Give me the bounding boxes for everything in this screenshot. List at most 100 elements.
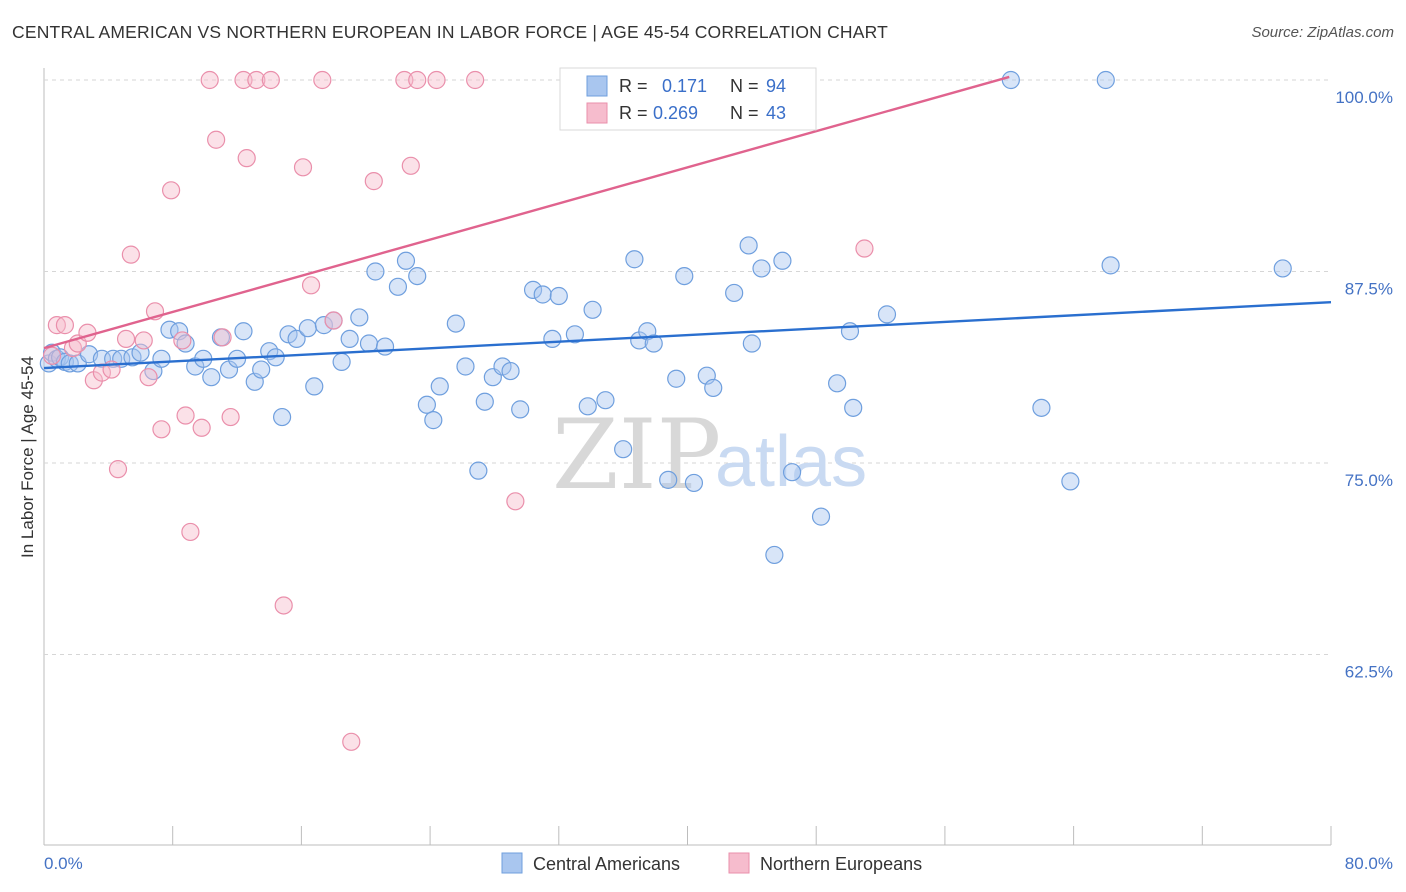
legend-swatch-northern-europeans xyxy=(728,852,750,874)
northern-europeans-trend-line xyxy=(43,75,1010,350)
central-american-point xyxy=(533,285,552,304)
northern-european-point xyxy=(108,460,128,479)
central-american-point xyxy=(396,251,416,270)
central-american-point xyxy=(782,463,802,482)
central-americans-trend-line xyxy=(43,300,1332,370)
central-american-point xyxy=(176,334,195,353)
central-american-point xyxy=(332,352,351,371)
central-american-point xyxy=(366,262,385,281)
northern-european-point xyxy=(301,276,321,295)
y-tick-labels: 62.5% 75.0% 87.5% 100.0% xyxy=(1335,88,1393,682)
legend-n-label-blue: N = xyxy=(730,76,759,96)
central-american-point xyxy=(1001,70,1020,90)
central-american-point xyxy=(739,236,758,255)
northern-european-point xyxy=(401,156,420,175)
northern-european-point xyxy=(247,70,266,90)
northern-european-point xyxy=(395,70,414,90)
northern-european-point xyxy=(364,172,383,191)
central-american-point xyxy=(578,397,597,416)
northern-europeans-points xyxy=(42,70,874,751)
northern-european-point xyxy=(116,329,136,349)
central-american-point xyxy=(1061,472,1080,491)
central-american-point xyxy=(844,398,863,417)
y-axis-label: In Labor Force | Age 45-54 xyxy=(18,356,37,558)
central-american-point xyxy=(523,280,543,299)
northern-european-point xyxy=(466,70,485,90)
central-american-point xyxy=(675,266,694,286)
central-american-point xyxy=(877,305,897,324)
y-tick-label: 75.0% xyxy=(1345,471,1393,490)
central-american-point xyxy=(388,277,408,296)
northern-european-point xyxy=(55,316,75,335)
central-american-point xyxy=(828,374,847,393)
northern-european-point xyxy=(221,407,240,427)
x-tick-label-min: 0.0% xyxy=(44,854,83,873)
central-american-point xyxy=(549,286,568,306)
central-american-point xyxy=(1101,256,1120,275)
central-american-point xyxy=(340,329,359,349)
stats-legend: R = 0.171 N = 94 R = 0.269 N = 43 xyxy=(559,67,817,131)
central-american-point xyxy=(252,360,271,379)
northern-european-point xyxy=(161,181,181,200)
y-tick-label: 62.5% xyxy=(1345,663,1393,682)
chart-title: CENTRAL AMERICAN VS NORTHERN EUROPEAN IN… xyxy=(12,22,889,42)
central-american-point xyxy=(287,329,306,349)
northern-european-point xyxy=(237,149,256,168)
northern-european-point xyxy=(261,70,280,90)
legend-swatch-pink xyxy=(586,102,608,124)
northern-european-point xyxy=(427,70,446,90)
central-american-point xyxy=(501,361,520,381)
central-american-point xyxy=(314,316,334,335)
y-tick-label: 87.5% xyxy=(1345,280,1393,299)
central-american-point xyxy=(375,337,395,356)
central-american-point xyxy=(305,377,324,396)
central-american-point xyxy=(659,470,678,489)
series-legend: Central Americans Northern Europeans xyxy=(501,852,922,874)
northern-european-point xyxy=(181,522,200,542)
central-american-point xyxy=(469,461,488,480)
northern-european-point xyxy=(313,70,332,90)
northern-european-point xyxy=(324,311,343,330)
central-american-point xyxy=(644,334,663,353)
central-american-point xyxy=(408,266,427,286)
watermark-atlas: atlas xyxy=(715,422,867,502)
legend-label-northern-europeans: Northern Europeans xyxy=(760,854,922,874)
central-american-point xyxy=(742,334,761,353)
northern-european-point xyxy=(274,596,293,615)
northern-european-point xyxy=(234,70,253,90)
northern-european-point xyxy=(293,158,313,177)
central-american-point xyxy=(152,349,171,368)
central-american-point xyxy=(625,250,644,269)
central-american-point xyxy=(359,334,379,353)
x-ticks xyxy=(172,826,1332,845)
central-american-point xyxy=(446,314,465,333)
x-tick-labels: 0.0% 80.0% xyxy=(44,854,1393,873)
legend-r-value-pink: 0.269 xyxy=(653,103,698,123)
northern-european-point xyxy=(207,130,226,149)
central-american-point xyxy=(272,407,292,427)
legend-r-value-blue: 0.171 xyxy=(662,76,707,96)
northern-european-point xyxy=(342,732,361,751)
central-american-point xyxy=(614,440,633,459)
central-american-point xyxy=(202,368,221,387)
central-american-point xyxy=(511,400,530,419)
central-american-point xyxy=(773,251,792,270)
legend-r-label-pink: R = xyxy=(619,103,648,123)
central-american-point xyxy=(725,283,744,303)
northern-european-point xyxy=(121,245,140,264)
legend-n-value-pink: 43 xyxy=(766,103,786,123)
central-american-point xyxy=(1032,398,1051,417)
central-american-point xyxy=(565,325,584,344)
watermark-zip: ZIP xyxy=(552,399,721,511)
legend-n-label-pink: N = xyxy=(730,103,759,123)
trend-lines xyxy=(43,75,1332,370)
central-american-point xyxy=(596,391,615,410)
northern-european-point xyxy=(139,368,158,387)
legend-r-label-blue: R = xyxy=(619,76,648,96)
central-american-point xyxy=(811,507,831,526)
central-american-point xyxy=(424,411,443,430)
northern-european-point xyxy=(152,420,171,439)
central-american-point xyxy=(475,392,494,411)
northern-european-point xyxy=(42,346,62,365)
northern-european-point xyxy=(213,328,232,347)
